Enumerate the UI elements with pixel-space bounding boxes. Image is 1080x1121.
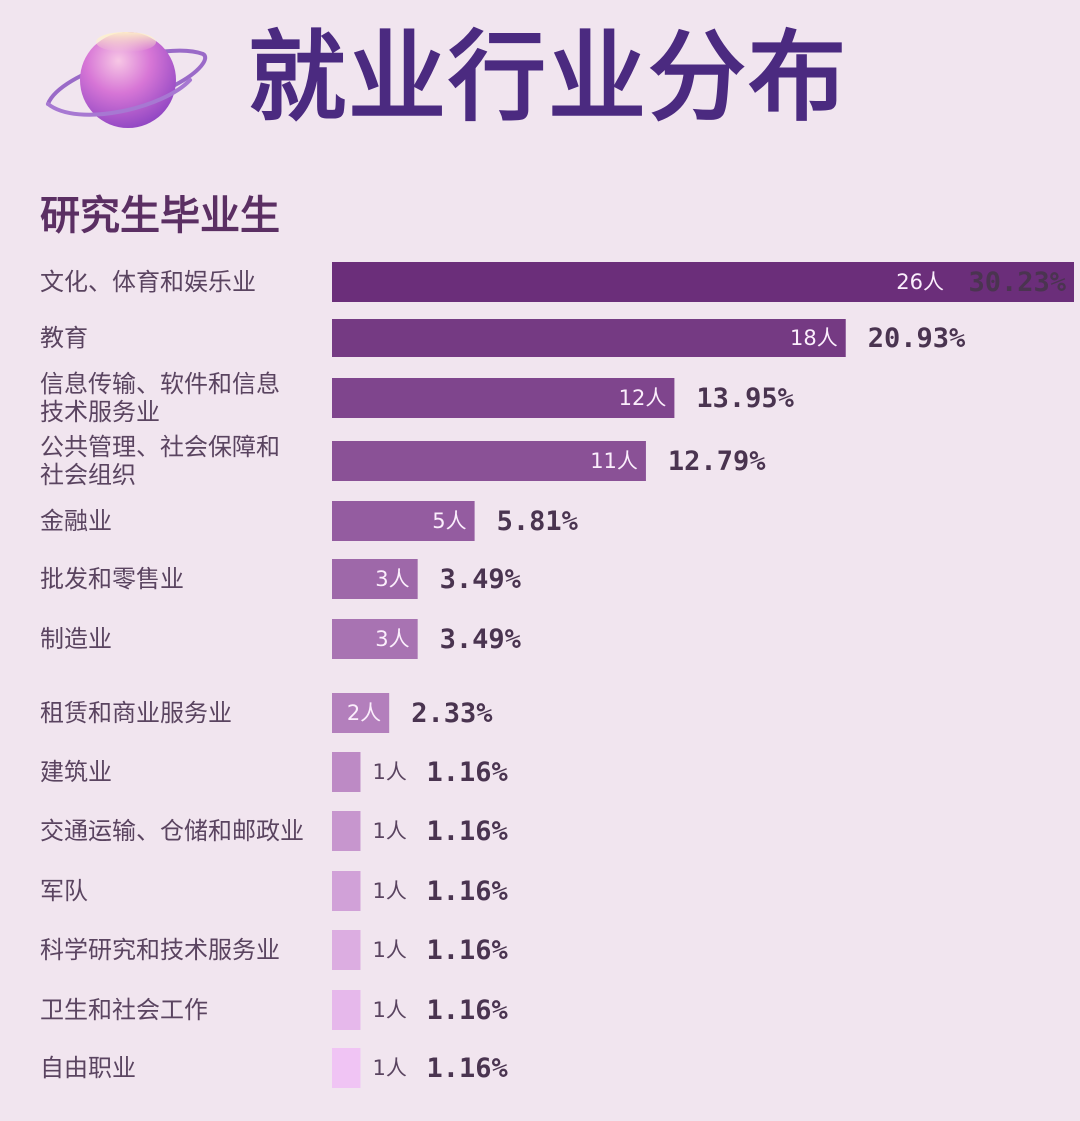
bar: [332, 871, 361, 911]
count-label: 1人: [372, 819, 406, 843]
percent-label: 20.93%: [868, 323, 966, 354]
category-label: 批发和零售业: [40, 565, 184, 593]
bar: [332, 693, 390, 733]
percent-label: 1.16%: [426, 995, 508, 1026]
category-label: 军队: [40, 877, 88, 905]
bar: [332, 752, 361, 792]
category-label: 金融业: [40, 507, 112, 535]
category-label: 社会组织: [40, 461, 136, 489]
percent-label: 1.16%: [426, 1053, 508, 1084]
bar: [332, 811, 361, 851]
bar: [332, 262, 1074, 302]
count-label: 3人: [375, 627, 409, 651]
bar: [332, 319, 846, 357]
count-label: 1人: [372, 938, 406, 962]
category-label: 信息传输、软件和信息: [40, 370, 280, 398]
category-label: 租赁和商业服务业: [40, 699, 232, 727]
bar: [332, 619, 418, 659]
bar: [332, 1048, 361, 1088]
percent-label: 12.79%: [668, 446, 766, 477]
page-title: 就业行业分布: [248, 21, 849, 135]
bar: [332, 441, 646, 481]
percent-label: 1.16%: [426, 876, 508, 907]
count-label: 3人: [375, 567, 409, 591]
percent-label: 30.23%: [968, 267, 1066, 298]
count-label: 26人: [896, 270, 944, 294]
category-label: 制造业: [40, 625, 112, 653]
chart-subtitle: 研究生毕业生: [40, 193, 280, 239]
percent-label: 13.95%: [696, 383, 794, 414]
category-label: 卫生和社会工作: [40, 996, 208, 1024]
bar: [332, 378, 675, 418]
category-label: 建筑业: [40, 758, 112, 786]
percent-label: 2.33%: [411, 698, 493, 729]
count-label: 11人: [590, 449, 638, 473]
percent-label: 1.16%: [426, 757, 508, 788]
percent-label: 3.49%: [440, 624, 522, 655]
category-label: 文化、体育和娱乐业: [40, 268, 256, 296]
bar: [332, 990, 361, 1030]
count-label: 5人: [432, 509, 466, 533]
count-label: 18人: [790, 326, 838, 350]
bar: [332, 501, 475, 541]
count-label: 12人: [619, 386, 667, 410]
bar: [332, 559, 418, 599]
count-label: 1人: [372, 879, 406, 903]
percent-label: 3.49%: [440, 564, 522, 595]
percent-label: 1.16%: [426, 935, 508, 966]
category-label: 教育: [40, 324, 88, 352]
percent-label: 5.81%: [497, 506, 579, 537]
count-label: 2人: [347, 701, 381, 725]
category-label: 科学研究和技术服务业: [40, 936, 280, 964]
bar: [332, 930, 361, 970]
count-label: 1人: [372, 1056, 406, 1080]
category-label: 自由职业: [40, 1054, 136, 1082]
category-label: 交通运输、仓储和邮政业: [40, 817, 304, 845]
planet-icon: [46, 32, 208, 128]
count-label: 1人: [372, 998, 406, 1022]
header: 就业行业分布: [0, 0, 1080, 170]
category-label: 公共管理、社会保障和: [40, 433, 280, 461]
category-label: 技术服务业: [40, 398, 160, 426]
percent-label: 1.16%: [426, 816, 508, 847]
count-label: 1人: [372, 760, 406, 784]
